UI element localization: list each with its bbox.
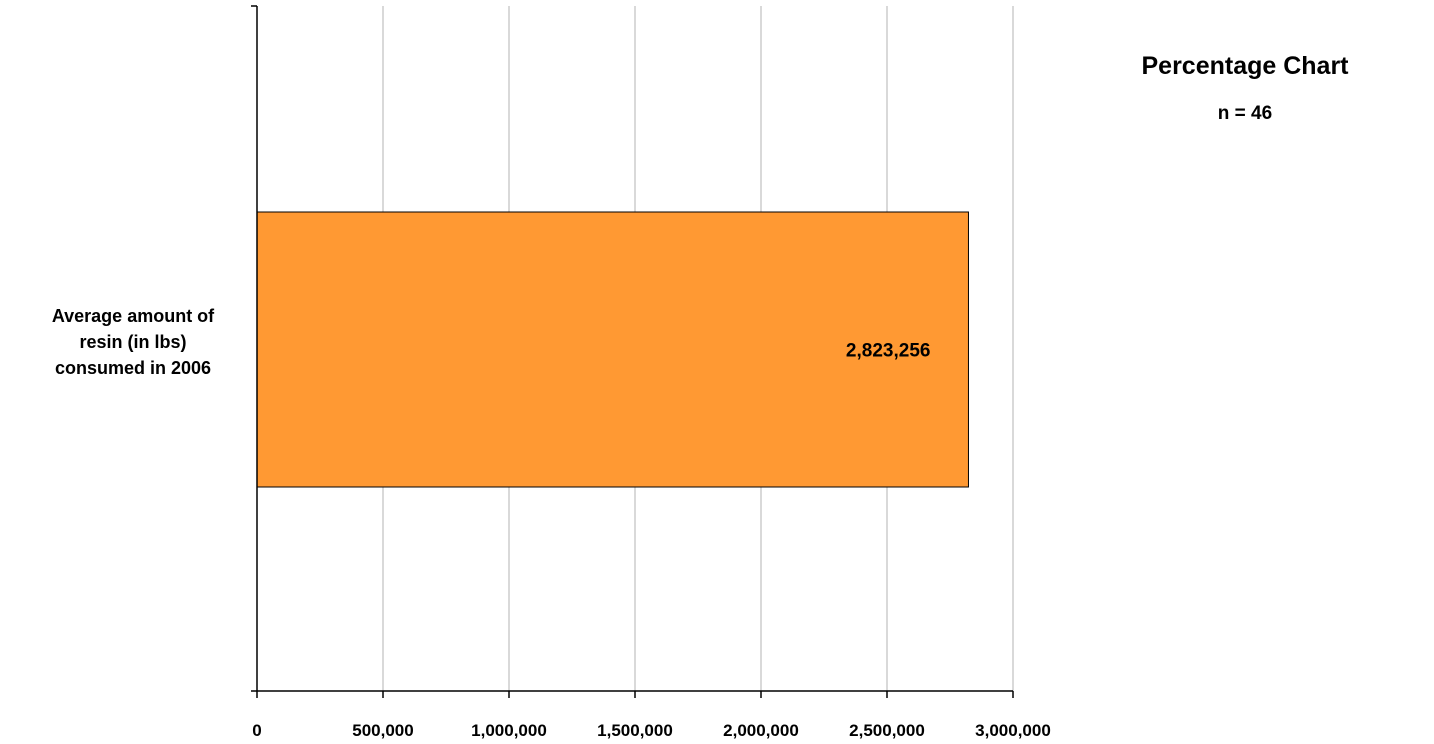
- chart-subtitle: n = 46: [1217, 103, 1273, 124]
- chart-title: Percentage Chart: [1141, 52, 1349, 80]
- title-block: Percentage Chart n = 46: [1080, 52, 1410, 125]
- category-label: Average amount of resin (in lbs) consume…: [51, 306, 215, 378]
- x-tick-label: 2,500,000: [849, 721, 925, 740]
- x-tick-label: 500,000: [352, 721, 413, 740]
- x-tick-label: 3,000,000: [975, 721, 1051, 740]
- x-tick-label: 0: [252, 721, 261, 740]
- x-tick-label: 2,000,000: [723, 721, 799, 740]
- data-label: 2,823,256: [846, 341, 931, 362]
- x-tick-label: 1,000,000: [471, 721, 547, 740]
- x-tick-label: 1,500,000: [597, 721, 673, 740]
- bar: [256, 211, 969, 488]
